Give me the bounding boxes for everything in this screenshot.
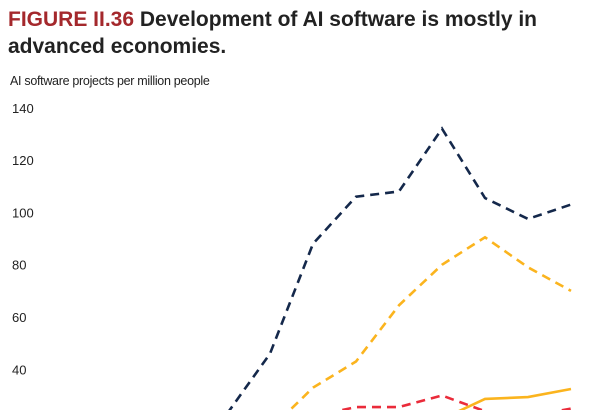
series-line-1: [288, 235, 572, 410]
chart-title: FIGURE II.36 Development of AI software …: [8, 6, 608, 60]
y-tick-label: 100: [12, 205, 34, 220]
y-axis-label: AI software projects per million people: [10, 74, 210, 88]
y-tick-label: 140: [12, 101, 34, 116]
figure-number: FIGURE II.36: [8, 8, 135, 31]
y-tick-label: 40: [12, 362, 26, 377]
y-tick-label: 80: [12, 258, 26, 273]
y-tick-label: 60: [12, 310, 26, 325]
series-line-0: [228, 126, 572, 410]
title-text: Development of AI software is mostly in …: [8, 8, 538, 58]
series-line-2: [458, 387, 572, 410]
series-line-3: [336, 394, 572, 410]
y-tick-label: 120: [12, 153, 34, 168]
